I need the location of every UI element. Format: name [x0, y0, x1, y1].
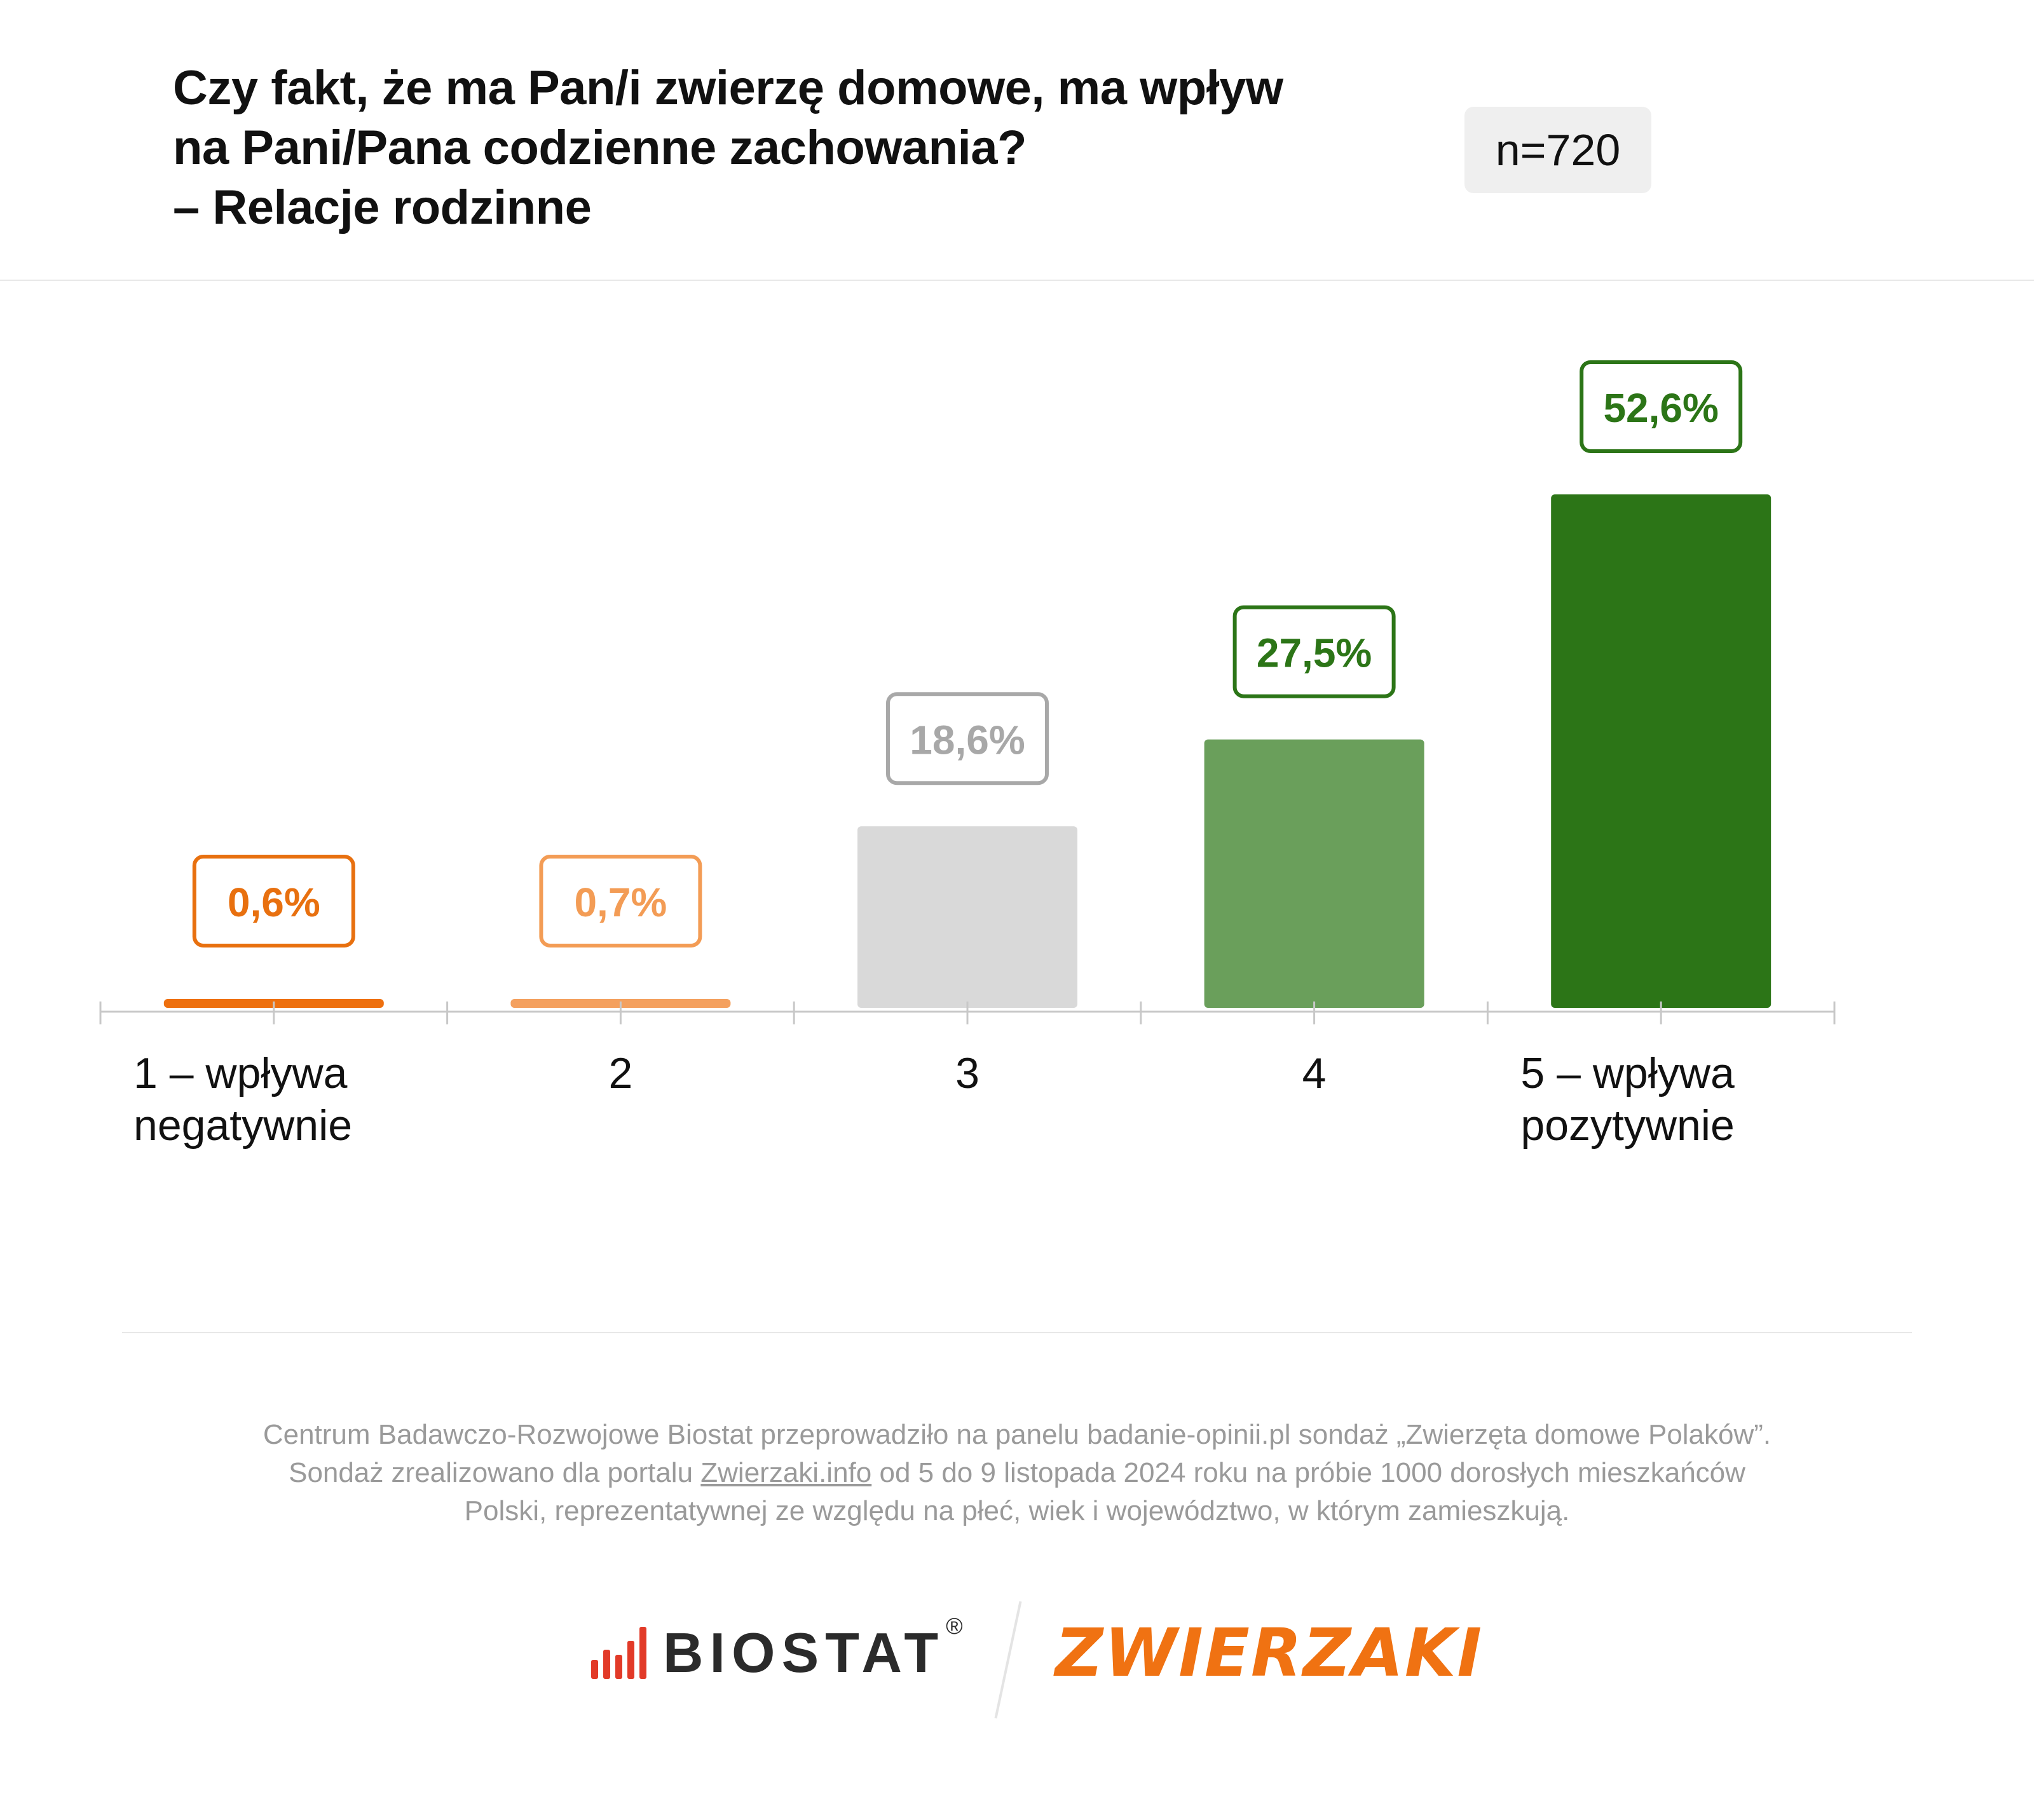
value-label-4: 27,5% [1257, 630, 1372, 676]
chart-title: Czy fakt, że ma Pan/i zwierzę domowe, ma… [173, 58, 1444, 238]
methodology-line-3: Polski, reprezentatywnej ze względu na p… [464, 1495, 1570, 1526]
value-label-3: 18,6% [910, 717, 1025, 763]
category-label-1: negatywnie [133, 1101, 352, 1150]
logos: BIOSTAT ® ZWIERZAKI [0, 1589, 2034, 1719]
title-line-3: – Relacje rodzinne [173, 180, 592, 234]
biostat-bars-icon [591, 1627, 646, 1679]
biostat-wordmark: BIOSTAT [663, 1621, 945, 1684]
category-label-5: pozytywnie [1520, 1101, 1734, 1150]
value-label-5: 52,6% [1603, 385, 1718, 431]
logo-separator [994, 1601, 1022, 1719]
methodology-note: Centrum Badawczo-Rozwojowe Biostat przep… [102, 1416, 1932, 1530]
category-label-3: 3 [955, 1049, 979, 1097]
value-label-box-5 [1580, 360, 1743, 453]
value-label-1: 0,6% [228, 879, 320, 925]
category-label-2: 2 [608, 1049, 632, 1097]
title-line-2: na Pani/Pana codzienne zachowania? [173, 121, 1027, 175]
zwierzaki-info-link[interactable]: Zwierzaki.info [700, 1457, 872, 1488]
methodology-line-1: Centrum Badawczo-Rozwojowe Biostat przep… [263, 1419, 1771, 1450]
bar-4 [1204, 739, 1424, 1008]
value-label-box-4 [1232, 605, 1396, 698]
biostat-logo: BIOSTAT ® [591, 1613, 963, 1684]
title-line-1: Czy fakt, że ma Pan/i zwierzę domowe, ma… [173, 61, 1283, 115]
methodology-line-2-start: Sondaż zrealizowano dla portalu [289, 1457, 701, 1488]
category-label-5: 5 – wpływa [1520, 1049, 1735, 1097]
methodology-line-2: Sondaż zrealizowano dla portalu Zwierzak… [102, 1454, 1932, 1492]
registered-mark: ® [946, 1613, 963, 1639]
bar-5 [1551, 494, 1771, 1008]
category-label-4: 4 [1302, 1049, 1327, 1097]
zwierzaki-logo: ZWIERZAKI [1055, 1614, 1484, 1692]
bar-3 [857, 826, 1077, 1008]
methodology-line-2-end: od 5 do 9 listopada 2024 roku na próbie … [871, 1457, 1745, 1488]
category-label-1: 1 – wpływa [133, 1049, 348, 1097]
footer-divider [122, 1332, 1912, 1333]
value-label-box-2 [539, 855, 702, 947]
value-label-box-1 [192, 855, 355, 947]
value-label-box-3 [886, 692, 1049, 785]
sample-size-badge: n=720 [1464, 107, 1651, 193]
value-label-2: 0,7% [574, 879, 667, 925]
header: Czy fakt, że ma Pan/i zwierzę domowe, ma… [0, 0, 2034, 281]
